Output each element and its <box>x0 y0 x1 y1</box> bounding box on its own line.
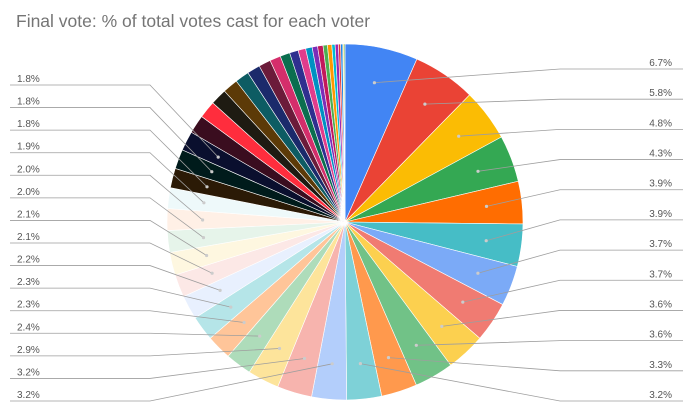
leader-dot <box>372 81 376 85</box>
leader-dot <box>210 170 214 174</box>
slice-label: 3.3% <box>649 360 672 371</box>
leader-dot <box>330 362 334 366</box>
leader-dot <box>201 236 206 240</box>
slice-label: 6.7% <box>649 58 672 69</box>
leader-line <box>486 219 683 242</box>
slice-label: 3.9% <box>649 179 672 190</box>
leader-dot <box>484 204 489 208</box>
leader-dot <box>386 356 391 360</box>
leader-dot <box>216 155 220 159</box>
leader-dot <box>440 324 444 328</box>
slice-label: 4.8% <box>649 118 672 129</box>
leader-dot <box>358 362 362 366</box>
leader-line <box>10 310 245 323</box>
leader-line <box>10 332 260 337</box>
slice-label: 1.8% <box>17 74 40 85</box>
slice-label: 2.0% <box>17 164 40 175</box>
leader-line <box>477 159 683 172</box>
slice-label: 2.2% <box>17 255 40 266</box>
leader-dot <box>242 320 246 325</box>
slice-label: 3.2% <box>17 390 40 401</box>
leader-line <box>441 310 683 327</box>
leader-dot <box>414 343 418 347</box>
leader-line <box>10 174 203 221</box>
leader-line <box>374 68 683 84</box>
leader-line <box>462 279 683 303</box>
slice-label: 2.1% <box>17 232 40 243</box>
slice-label: 1.8% <box>17 119 40 130</box>
slice-label: 1.8% <box>17 97 40 108</box>
slice-label: 3.6% <box>649 330 672 341</box>
leader-dot <box>210 271 214 275</box>
slice-label: 3.9% <box>649 209 672 220</box>
slice-label: 2.4% <box>17 322 40 333</box>
leader-line <box>416 340 683 346</box>
slice-label: 3.7% <box>649 269 672 280</box>
leader-line <box>486 189 683 207</box>
leader-line <box>10 220 207 256</box>
leader-line <box>477 249 683 274</box>
pie-slice <box>343 43 346 223</box>
slice-label: 5.8% <box>649 88 672 99</box>
slice-label: 2.1% <box>17 209 40 220</box>
leader-line <box>458 128 683 137</box>
leader-dot <box>457 134 461 138</box>
leader-dot <box>461 300 465 304</box>
leader-lines <box>10 68 683 402</box>
leader-dot <box>205 253 209 258</box>
leader-dot <box>218 288 222 292</box>
leader-line <box>388 357 683 372</box>
leader-line <box>10 152 205 204</box>
leader-dot <box>205 185 209 189</box>
leader-dot <box>277 346 282 351</box>
leader-dot <box>476 271 480 275</box>
leader-line <box>360 363 683 402</box>
slice-label: 4.3% <box>649 149 672 160</box>
slice-label: 2.3% <box>17 300 40 311</box>
leader-line <box>424 98 683 105</box>
slice-label: 3.2% <box>649 390 672 401</box>
leader-line <box>10 265 221 291</box>
slice-label: 3.2% <box>17 367 40 378</box>
leader-dot <box>302 356 307 361</box>
leader-line <box>10 348 280 357</box>
leader-line <box>10 242 213 274</box>
leader-dot <box>202 201 206 205</box>
slice-label: 3.6% <box>649 299 672 310</box>
leader-dot <box>476 169 480 173</box>
chart-title: Final vote: % of total votes cast for ea… <box>16 11 371 31</box>
leader-dot <box>201 218 205 222</box>
leader-dot <box>229 305 233 309</box>
leader-dot <box>484 239 488 243</box>
slice-label: 2.3% <box>17 277 40 288</box>
leader-line <box>10 197 204 238</box>
leader-dot <box>258 334 262 338</box>
slice-label: 2.9% <box>17 345 40 356</box>
leader-dot <box>423 102 427 106</box>
leader-line <box>10 363 333 402</box>
leader-line <box>10 107 213 172</box>
pie-slices <box>166 43 524 401</box>
leader-line <box>10 84 219 158</box>
slice-label: 2.0% <box>17 187 40 198</box>
leader-line <box>10 129 208 188</box>
slice-label: 3.7% <box>649 239 672 250</box>
slice-label: 1.9% <box>17 142 40 153</box>
slice-labels: 6.7% 5.8% 4.8% 4.3% 3.9% 3.9% 3.7% 3.7% 3.6% 3.6%… <box>17 58 672 401</box>
leader-line <box>10 287 231 308</box>
leader-line <box>10 358 305 379</box>
